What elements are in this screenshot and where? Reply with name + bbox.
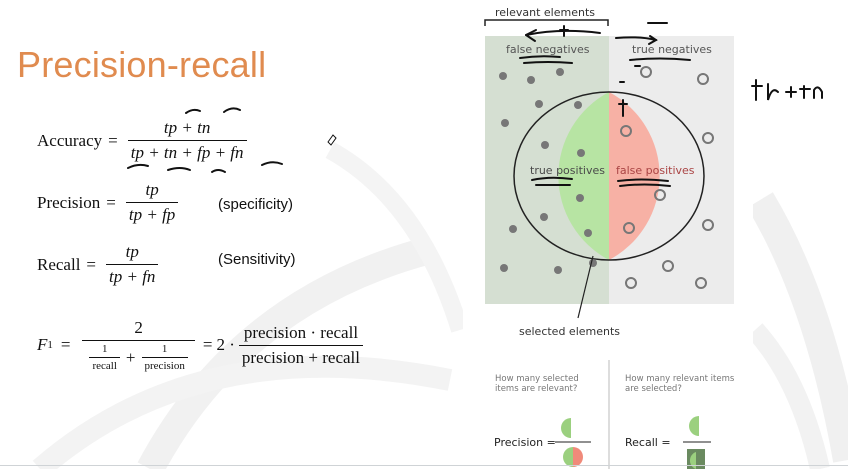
selected-pointer xyxy=(577,255,594,319)
accuracy-label: Accuracy xyxy=(37,130,103,150)
precision-formula: Precision = tp tp + fp xyxy=(37,180,182,225)
recall-label: Recall xyxy=(37,254,81,274)
f1-coefficient: 2 · xyxy=(216,335,235,354)
selected-elements-label: selected elements xyxy=(519,325,621,338)
f1-precision-word: precision xyxy=(141,357,188,372)
slide-title: Precision-recall xyxy=(17,44,267,85)
irrelevant-dots xyxy=(620,66,714,289)
precision-question: How many selected items are relevant? xyxy=(495,374,579,394)
f1-subscript: 1 xyxy=(47,339,53,351)
precision-denominator: tp + fp xyxy=(125,202,179,225)
f1-rhs-denominator: precision + recall xyxy=(238,344,364,368)
precision-icon-top xyxy=(561,418,571,438)
f1-precision-one: 1 xyxy=(161,343,168,355)
precision-icon-bottom-left xyxy=(563,447,573,467)
diagram-graphic xyxy=(484,19,734,469)
relevant-elements-label: relevant elements xyxy=(495,6,595,19)
recall-icon-top xyxy=(689,416,699,436)
precision-numerator: tp xyxy=(145,180,159,199)
true-positives-label: true positives xyxy=(530,164,605,177)
f1-rhs-numerator: precision · recall xyxy=(243,322,359,342)
recall-numerator: tp xyxy=(125,242,139,261)
recall-denominator: tp + fn xyxy=(106,264,159,287)
false-positives-label: false positives xyxy=(616,164,695,177)
accuracy-numerator: tp + tn xyxy=(163,118,211,137)
selected-circle xyxy=(513,91,705,261)
recall-formula: Recall = tp tp + fn xyxy=(37,242,162,287)
accuracy-formula: Accuracy = tp + tn tp + tn + fp + fn xyxy=(37,118,251,163)
specificity-note: (specificity) xyxy=(218,196,294,213)
sensitivity-note: (Sensitivity) xyxy=(218,251,296,268)
relevant-bracket xyxy=(484,19,609,26)
f1-recall-word: recall xyxy=(89,357,120,372)
relevant-dots xyxy=(499,68,597,274)
false-negatives-label: false negatives xyxy=(506,43,590,56)
true-positive-half xyxy=(558,92,609,260)
true-negatives-label: true negatives xyxy=(632,43,712,56)
recall-metric-label: Recall = xyxy=(625,436,671,449)
accuracy-denominator: tp + tn + fp + fn xyxy=(127,140,247,163)
recall-question: How many relevant items are selected? xyxy=(625,374,735,394)
f1-symbol: F xyxy=(37,335,48,354)
f1-recall-one: 1 xyxy=(101,343,108,355)
precision-recall-diagram: relevant elements false negatives true n… xyxy=(463,0,753,469)
footer-rule xyxy=(0,465,848,466)
precision-icon-bottom-right xyxy=(573,447,583,467)
recall-icon-bottom-half xyxy=(689,452,696,469)
precision-label: Precision xyxy=(37,192,101,212)
f1-numerator: 2 xyxy=(134,318,143,337)
precision-metric-label: Precision = xyxy=(494,436,556,449)
